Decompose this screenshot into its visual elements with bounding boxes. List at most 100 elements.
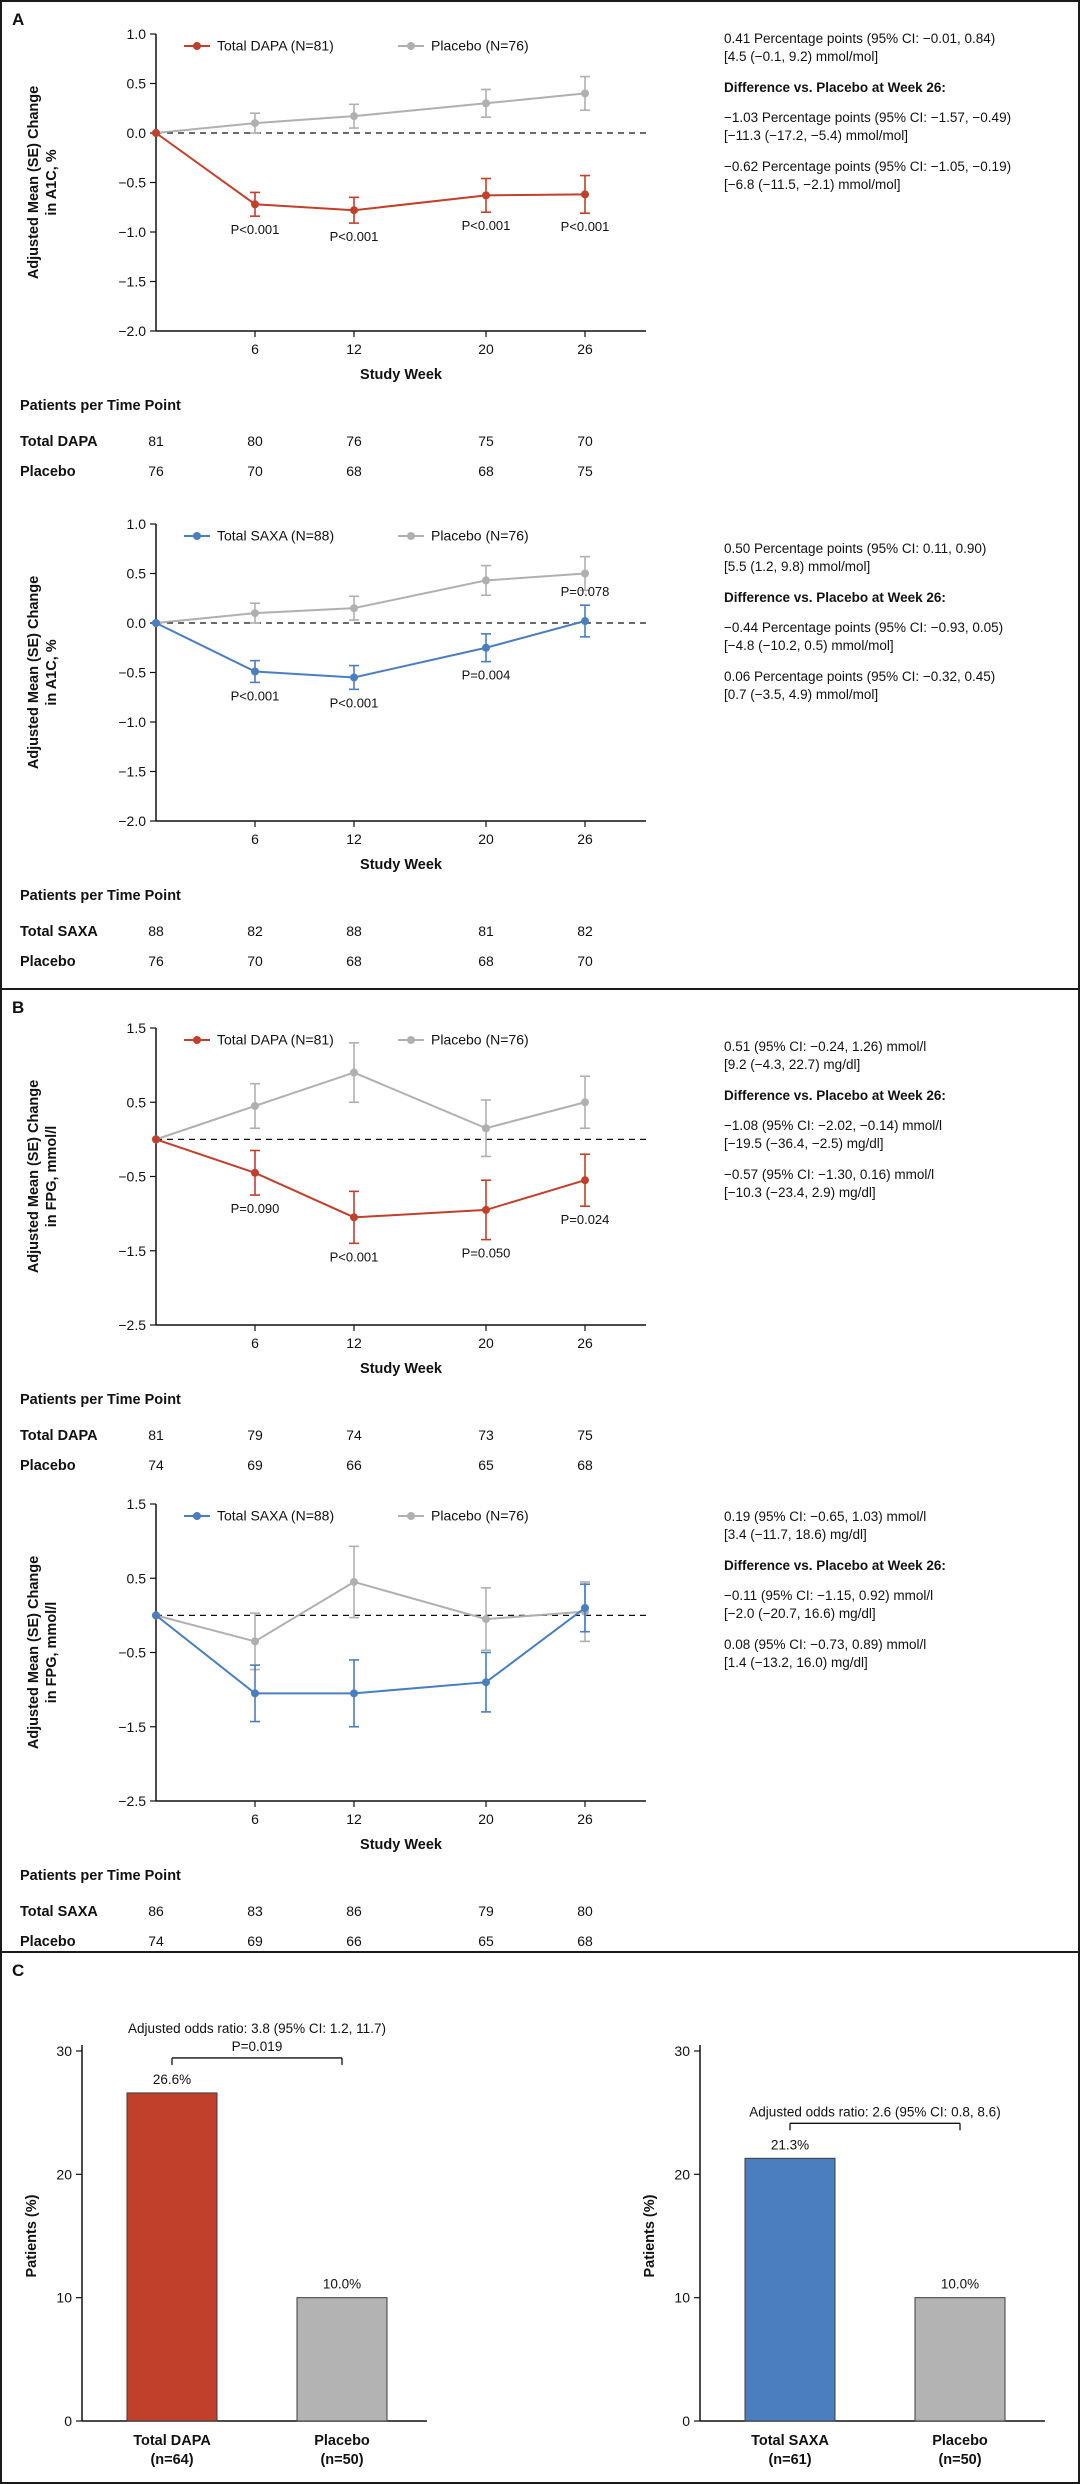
y-tick-label: 0.5 [127,1570,147,1586]
p-value-label: P<0.001 [462,218,511,233]
y-tick-label: −0.5 [118,1645,146,1661]
table-cell: 79 [247,1427,263,1443]
table-cell: 68 [478,463,494,479]
chart-saxa-a1c: 1.0 0.5 0.0 −0.5 −1.0 −1.5 −2.0 6 12 20 26 Adjusted… [6,496,718,972]
table-cell: 65 [478,1457,494,1473]
annotation-line: −1.03 Percentage points (95% CI: −1.57, … [724,110,1012,126]
series-Total DAPA (N=81) [152,1135,590,1245]
annotation-saxa-a1c: 0.50 Percentage points (95% CI: 0.11, 0.… [724,540,1076,717]
legend-item: Total SAXA (N=88) [184,528,334,544]
y-tick-label: 20 [674,2166,690,2182]
table-title: Patients per Time Point [20,398,181,414]
annotation-line: Difference vs. Placebo at Week 26: [724,1087,946,1103]
annotation-heading: Difference vs. Placebo at Week 26: [724,1087,1076,1105]
annotation-line: −0.62 Percentage points (95% CI: −1.05, … [724,159,1012,175]
data-point [251,119,259,128]
y-tick-label: 1.0 [127,516,147,532]
p-value-label: P<0.001 [231,222,280,237]
legend-marker [193,532,201,540]
annotation-line: 0.06 Percentage points (95% CI: −0.32, 0… [724,669,996,685]
table-row-label: Placebo [20,464,76,480]
table-cell: 74 [148,1457,164,1473]
series-Placebo (N=76) [152,555,590,627]
data-point [482,1678,490,1687]
y-axis-title: Adjusted Mean (SE) Change in FPG, mmol/l [26,1556,60,1749]
panel-label-a: A [12,10,25,29]
table-cell: 76 [346,433,362,449]
odds-ratio-label: Adjusted odds ratio: 3.8 (95% CI: 1.2, 1… [128,2021,386,2036]
series-line [155,92,586,134]
table-cell: 88 [148,923,164,939]
series-line [155,572,586,624]
y-tick-label: −0.5 [118,175,146,191]
y-tick-label: 20 [56,2166,72,2182]
legend-marker [193,1036,201,1044]
chart-dapa-fpg: 1.5 0.5 −0.5 −1.5 −2.5 6 12 20 26 Adjusted Mean (… [6,1000,718,1476]
annotation-line: [−19.5 (−36.4, −2.5) mg/dl] [724,1136,884,1152]
annotation-line: [4.5 (−0.1, 9.2) mmol/mol] [724,48,879,64]
table-cell: 70 [577,433,593,449]
annotation-line: [9.2 (−4.3, 22.7) mg/dl] [724,1056,861,1072]
table-cell: 70 [247,463,263,479]
table-cell: 79 [478,1903,494,1919]
y-axis-title: Patients (%) [642,2194,658,2277]
data-point [482,1615,490,1624]
y-tick-label: 10 [56,2290,72,2306]
annotation-line: −0.11 (95% CI: −1.15, 0.92) mmol/l [724,1588,934,1604]
chart-b1: 1.5 0.5 −0.5 −1.5 −2.5 6 12 20 26 Adjusted Mean (… [20,1020,646,1474]
x-tick-label: 6 [251,341,259,357]
annotation-line: [−6.8 (−11.5, −2.1) mmol/mol] [724,176,901,192]
series-Placebo (N=76) [152,75,590,137]
p-value-label: P<0.001 [231,688,280,703]
annotation-line: 0.51 (95% CI: −0.24, 1.26) mmol/l [724,1039,927,1054]
table-cell: 80 [247,433,263,449]
legend-marker [407,42,415,50]
annotation-line: [−11.3 (−17.2, −5.4) mmol/mol] [724,128,908,144]
table-cell: 75 [478,433,494,449]
x-tick-label: 26 [577,831,593,847]
annotation-line: [5.5 (1.2, 9.8) mmol/mol] [724,558,871,574]
bar-category-label: Placebo [314,2433,370,2449]
axes [150,523,646,827]
y-tick-label: −0.5 [118,665,146,681]
legend-label: Total SAXA (N=88) [217,1508,334,1524]
bar-value-label: 10.0% [323,2277,361,2292]
data-point [482,99,490,108]
table-cell: 81 [148,433,164,449]
table-cell: 66 [346,1457,362,1473]
data-point [251,609,259,618]
table-row-label: Total SAXA [20,924,98,940]
data-point [581,1176,589,1185]
data-point [581,1603,589,1612]
x-axis-title: Study Week [360,1361,443,1377]
panel-c: C 0 10 20 30 Patients (%) 26.6% Total DAPA (n=6… [2,1953,1078,2482]
data-point [581,89,589,98]
data-point [152,1135,160,1144]
table-row-label: Placebo [20,1934,76,1950]
p-value-label: P=0.004 [462,668,511,683]
comparison-bracket [171,2057,343,2065]
panel-a: A 1.0 0.5 0.0 −0.5 −1.0 −1.5 −2.0 6 12 20 26 Adjust… [2,2,1078,990]
legend-label: Placebo (N=76) [431,528,529,544]
data-point [350,1213,358,1222]
y-tick-label: 30 [56,2043,72,2059]
table-row-label: Placebo [20,954,76,970]
axes [150,33,646,337]
data-point [581,190,589,199]
annotation-group: −0.57 (95% CI: −1.30, 0.16) mmol/l [−10.3… [724,1166,1076,1202]
table-cell: 82 [247,923,263,939]
data-point [350,1068,358,1077]
y-tick-label: −1.0 [118,224,146,240]
p-value-label: P<0.001 [330,695,379,710]
table-cell: 83 [247,1903,263,1919]
data-point [482,1205,490,1214]
table-cell: 75 [577,463,593,479]
data-point [482,191,490,200]
y-axis-title: Adjusted Mean (SE) Change in FPG, mmol/l [26,1080,60,1273]
x-tick-label: 12 [346,1811,362,1827]
y-tick-label: −1.5 [118,764,146,780]
annotation-group: 0.41 Percentage points (95% CI: −0.01, 0… [724,30,1076,66]
legend-item: Placebo (N=76) [398,1032,529,1048]
table-title: Patients per Time Point [20,1868,181,1884]
table-cell: 76 [148,463,164,479]
